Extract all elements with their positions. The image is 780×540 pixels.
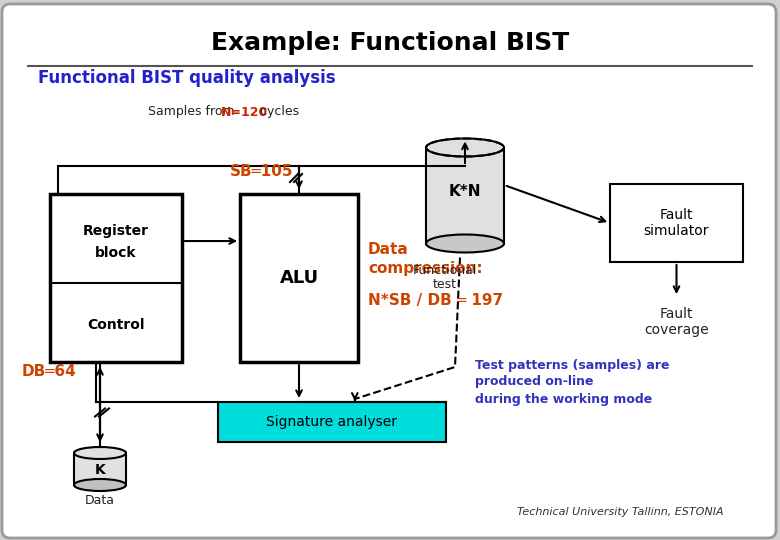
Text: Register: Register — [83, 224, 149, 238]
Ellipse shape — [426, 234, 504, 253]
Ellipse shape — [74, 447, 126, 459]
Ellipse shape — [74, 479, 126, 491]
Text: Example: Functional BIST: Example: Functional BIST — [211, 31, 569, 55]
Text: Samples from: Samples from — [148, 105, 239, 118]
Polygon shape — [426, 147, 504, 244]
Text: Functional BIST quality analysis: Functional BIST quality analysis — [38, 69, 335, 87]
Text: Fault
coverage: Fault coverage — [644, 307, 709, 337]
Text: Functional
test: Functional test — [413, 264, 477, 292]
Ellipse shape — [426, 138, 504, 157]
FancyBboxPatch shape — [50, 194, 182, 362]
Text: Data: Data — [368, 242, 409, 258]
FancyBboxPatch shape — [240, 194, 358, 362]
Text: N=120: N=120 — [221, 105, 268, 118]
Text: K*N: K*N — [448, 185, 481, 199]
Text: cycles: cycles — [256, 105, 299, 118]
Text: N*SB / DB ═ 197: N*SB / DB ═ 197 — [368, 293, 503, 307]
Text: Data: Data — [85, 494, 115, 507]
Text: DB═64: DB═64 — [22, 364, 76, 380]
Text: SB═105: SB═105 — [230, 165, 293, 179]
FancyBboxPatch shape — [610, 184, 743, 262]
Text: Control: Control — [87, 318, 145, 332]
Text: produced on-line: produced on-line — [475, 375, 594, 388]
Text: during the working mode: during the working mode — [475, 393, 652, 406]
Text: Test patterns (samples) are: Test patterns (samples) are — [475, 359, 669, 372]
Text: Fault
simulator: Fault simulator — [644, 208, 709, 238]
Text: block: block — [95, 246, 136, 260]
Text: Signature analyser: Signature analyser — [267, 415, 398, 429]
FancyBboxPatch shape — [2, 4, 776, 538]
FancyBboxPatch shape — [218, 402, 446, 442]
Polygon shape — [74, 453, 126, 485]
Text: ALU: ALU — [279, 269, 318, 287]
Text: K: K — [94, 463, 105, 477]
Text: compression:: compression: — [368, 260, 483, 275]
Text: Technical University Tallinn, ESTONIA: Technical University Tallinn, ESTONIA — [516, 507, 723, 517]
